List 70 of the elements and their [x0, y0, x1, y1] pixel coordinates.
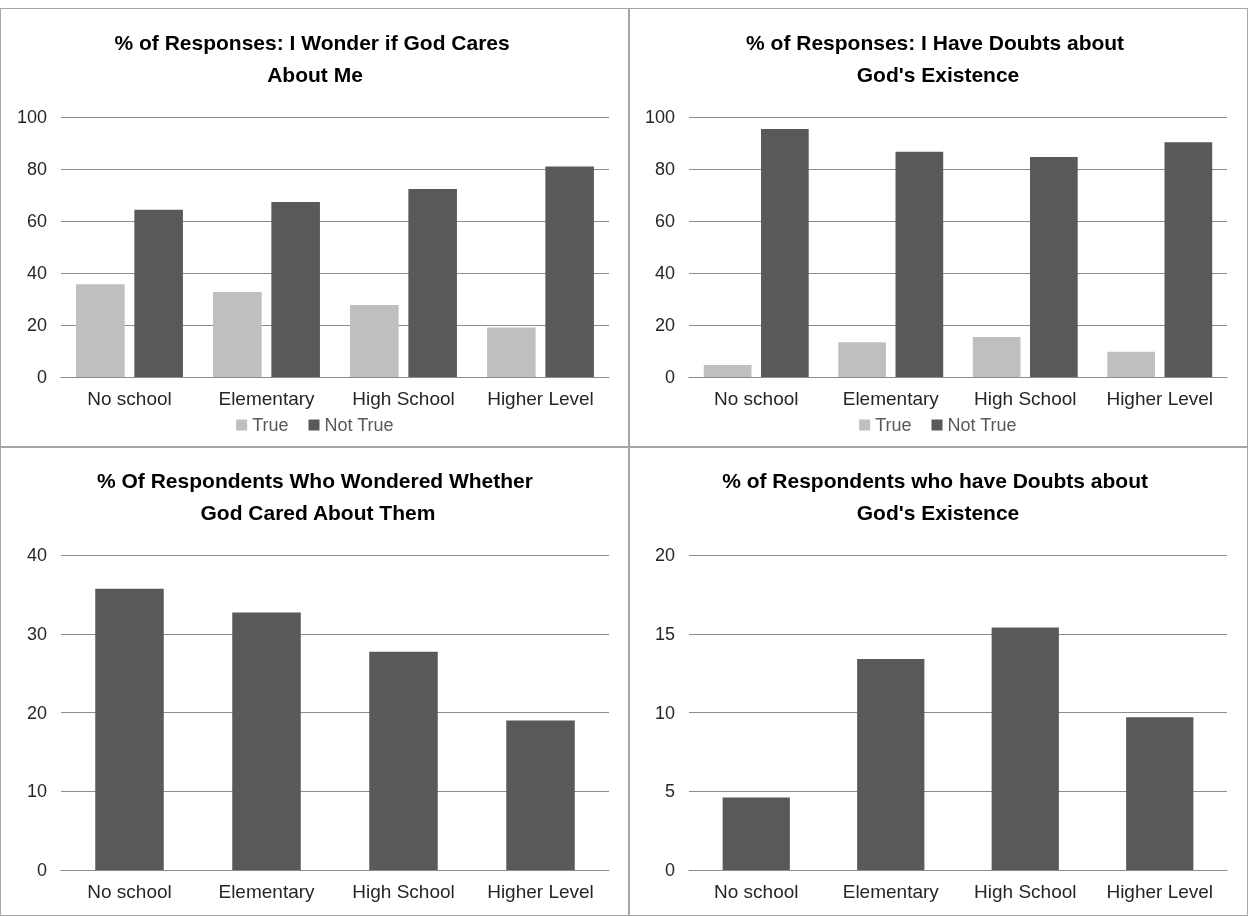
x-tick-label: Elementary [842, 388, 940, 409]
y-tick-label: 100 [644, 107, 675, 127]
y-tick-label: 20 [654, 315, 675, 335]
legend-label: Not True [324, 415, 394, 435]
legend-label: True [252, 415, 289, 435]
chart-title: % of Respondents who have Doubts about God's Existence [722, 468, 1154, 524]
x-tick-label: Elementary [218, 388, 316, 409]
bar [722, 797, 790, 870]
y-tick-label: 0 [36, 367, 47, 387]
y-tick-label: 0 [36, 860, 47, 880]
x-tick-label: High School [352, 881, 455, 902]
bar [1126, 717, 1194, 870]
legend-label: True [875, 415, 912, 435]
bar [271, 202, 320, 377]
y-tick-label: 20 [26, 702, 47, 723]
x-tick-label: Higher Level [487, 388, 594, 409]
bar [232, 612, 301, 870]
x-tick-label: No school [714, 388, 799, 409]
x-tick-label: Elementary [218, 881, 316, 902]
bar [1107, 351, 1155, 377]
y-tick-label: 80 [654, 159, 675, 179]
y-tick-label: 10 [26, 781, 47, 802]
y-tick-label: 40 [654, 263, 675, 283]
bar [703, 365, 752, 377]
chart-title: % Of Respondents Who Wondered Whether God Cared About Them [97, 468, 533, 524]
x-tick-label: Higher Level [1106, 388, 1214, 409]
x-tick-label: Higher Level [1106, 881, 1214, 902]
x-tick-label: High School [352, 388, 455, 409]
x-tick-label: No school [87, 881, 172, 902]
y-tick-label: 20 [26, 315, 47, 335]
y-tick-label: 15 [654, 623, 675, 644]
bar [134, 209, 183, 377]
bar [350, 304, 399, 377]
bar [76, 284, 125, 377]
chart-title: % of Responses: I Wonder if God Cares About Me [114, 30, 516, 86]
chart-title: % of Responses: I Have Doubts about God's Existence [746, 30, 1130, 86]
bar [369, 651, 438, 870]
y-tick-label: 0 [664, 367, 675, 387]
x-tick-label: High School [974, 881, 1077, 902]
bar [857, 658, 925, 870]
bar [991, 627, 1059, 870]
bar [1164, 142, 1213, 377]
y-tick-label: 0 [664, 860, 675, 880]
y-tick-label: 100 [16, 107, 47, 127]
y-tick-label: 30 [26, 623, 47, 644]
y-tick-label: 40 [26, 545, 47, 565]
bar [408, 189, 457, 377]
x-tick-label: High School [974, 388, 1077, 409]
bar [838, 342, 886, 377]
x-tick-label: Higher Level [487, 881, 594, 902]
y-tick-label: 10 [654, 702, 675, 723]
x-tick-label: No school [714, 881, 799, 902]
y-tick-label: 60 [654, 211, 675, 231]
x-tick-label: No school [87, 388, 172, 409]
bar [895, 151, 944, 377]
bar [487, 327, 536, 377]
bar [545, 166, 594, 377]
y-tick-label: 20 [654, 545, 675, 565]
y-tick-label: 60 [26, 211, 47, 231]
y-tick-label: 5 [664, 781, 675, 802]
bar [95, 588, 164, 870]
y-tick-label: 80 [26, 159, 47, 179]
x-tick-label: Elementary [842, 881, 940, 902]
y-tick-label: 40 [26, 263, 47, 283]
legend-label: Not True [947, 415, 1017, 435]
bar [213, 291, 262, 377]
bar [761, 128, 809, 377]
bar [1030, 157, 1078, 377]
bar [972, 336, 1021, 377]
bar [506, 720, 575, 870]
